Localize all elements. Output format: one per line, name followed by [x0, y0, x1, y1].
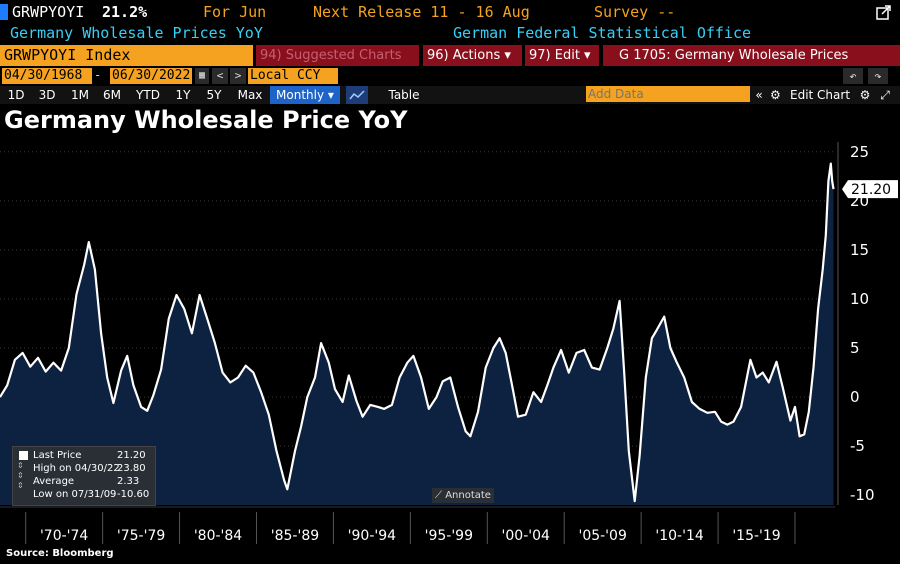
legend-last-label: Last Price	[33, 450, 82, 461]
settings-gear-icon[interactable]: ⚙	[859, 88, 871, 102]
series-area	[0, 163, 834, 505]
legend-low-label: Low on 07/31/09	[33, 489, 117, 500]
x-tick-label: '15-'19	[732, 528, 780, 544]
gear-icon[interactable]: ⚙	[770, 88, 781, 102]
y-tick-label: 5	[850, 339, 860, 357]
x-tick-label: '95-'99	[425, 528, 473, 544]
chart-title: Germany Wholesale Price YoY	[4, 106, 408, 134]
header-bar: GRWPYOYI 21.2% For Jun Next Release 11 -…	[0, 0, 900, 24]
for-label: For Jun	[203, 3, 267, 21]
x-tick-labels: '70-'74 '75-'79 '80-'84 '85-'89 '90-'94 '95-'…	[40, 528, 781, 544]
x-tick-label: '80-'84	[194, 528, 242, 544]
x-separators	[25, 512, 796, 544]
date-separator: -	[94, 68, 102, 82]
source-org: German Federal Statistical Office	[453, 24, 752, 42]
period-1m[interactable]: 1M	[71, 88, 89, 102]
last-value-label-group: 21.20	[842, 180, 898, 199]
security-field[interactable]: GRWPYOYI Index	[0, 45, 253, 66]
expand-icon[interactable]: ⤢	[880, 88, 890, 102]
last-value-label: 21.20	[851, 182, 891, 198]
arrow-right-icon[interactable]: >	[230, 68, 246, 84]
frequency-select[interactable]: Monthly ▾	[270, 86, 340, 104]
annotate-pencil-icon: ⟋	[435, 490, 443, 501]
x-tick-label: '75-'79	[117, 528, 165, 544]
legend-high-value: 23.80	[117, 463, 146, 474]
x-tick-label: '90-'94	[348, 528, 396, 544]
collapse-icon[interactable]: «	[755, 88, 763, 102]
arrow-left-icon[interactable]: <	[212, 68, 228, 84]
annotate-button[interactable]: ⟋ Annotate	[432, 488, 494, 503]
legend-average-value: 2.33	[117, 476, 140, 487]
legend-average-label: Average	[33, 476, 75, 487]
period-1y[interactable]: 1Y	[175, 88, 191, 102]
last-value: 21.2%	[102, 3, 148, 21]
y-tick-label: 25	[850, 143, 869, 161]
last-value-tag	[842, 180, 898, 199]
end-date-field[interactable]: 06/30/2022	[110, 68, 192, 84]
add-data-input[interactable]	[586, 86, 750, 102]
y-tick-label: 15	[850, 241, 869, 259]
x-tick-label: '10-'14	[655, 528, 703, 544]
suggested-charts-button[interactable]: 94) Suggested Charts	[256, 45, 419, 66]
period-6m[interactable]: 6M	[103, 88, 121, 102]
period-5y[interactable]: 5Y	[206, 88, 222, 102]
edit-chart-button[interactable]: Edit Chart	[790, 88, 851, 102]
period-bar: 1D 3D 1M 6M YTD 1Y 5Y Max Monthly ▾ Tabl…	[0, 86, 900, 104]
export-icon[interactable]	[876, 4, 892, 20]
legend-high-label: High on 04/30/22	[33, 463, 120, 474]
calendar-icon[interactable]: ▦	[195, 68, 209, 84]
legend-arrows-icon[interactable]: ⇕ ⇕ ⇕	[17, 461, 24, 490]
edit-button[interactable]: 97) Edit ▾	[525, 45, 599, 66]
ticker-symbol[interactable]: GRWPYOYI	[12, 3, 85, 21]
next-release: Next Release 11 - 16 Aug	[313, 3, 530, 21]
undo-icon[interactable]: ↶	[843, 68, 863, 84]
legend-last-value: 21.20	[117, 450, 146, 461]
page-title: G 1705: Germany Wholesale Prices	[603, 45, 900, 66]
x-tick-label: '85-'89	[271, 528, 319, 544]
x-tick-label: '05-'09	[578, 528, 626, 544]
y-tick-label: 0	[850, 388, 860, 406]
x-tick-label: '70-'74	[40, 528, 88, 544]
annotate-label: Annotate	[445, 490, 491, 501]
y-tick-label: 10	[850, 290, 869, 308]
survey: Survey --	[594, 3, 676, 21]
y-tick-label: -5	[850, 437, 865, 455]
period-3d[interactable]: 3D	[38, 88, 56, 102]
start-date-field[interactable]: 04/30/1968	[2, 68, 92, 84]
x-tick-label: '00-'04	[502, 528, 550, 544]
chart-line-icon[interactable]	[346, 86, 368, 104]
subtitle: Germany Wholesale Prices YoY	[10, 24, 263, 42]
actions-button[interactable]: 96) Actions ▾	[423, 45, 522, 66]
period-max[interactable]: Max	[237, 88, 263, 102]
legend-low-value: -10.60	[117, 489, 150, 500]
source-note: Source: Bloomberg	[6, 548, 114, 559]
ticker-marker	[0, 4, 8, 20]
y-tick-label: -10	[850, 486, 875, 504]
period-ytd[interactable]: YTD	[136, 88, 160, 102]
redo-icon[interactable]: ↷	[868, 68, 888, 84]
legend[interactable]: Last Price 21.20 High on 04/30/22 23.80 …	[12, 446, 156, 506]
last-price-swatch	[19, 451, 28, 460]
currency-select[interactable]: Local CCY	[248, 68, 338, 84]
series-line	[0, 162, 835, 503]
period-1d[interactable]: 1D	[7, 88, 25, 102]
table-button[interactable]: Table	[388, 88, 420, 102]
